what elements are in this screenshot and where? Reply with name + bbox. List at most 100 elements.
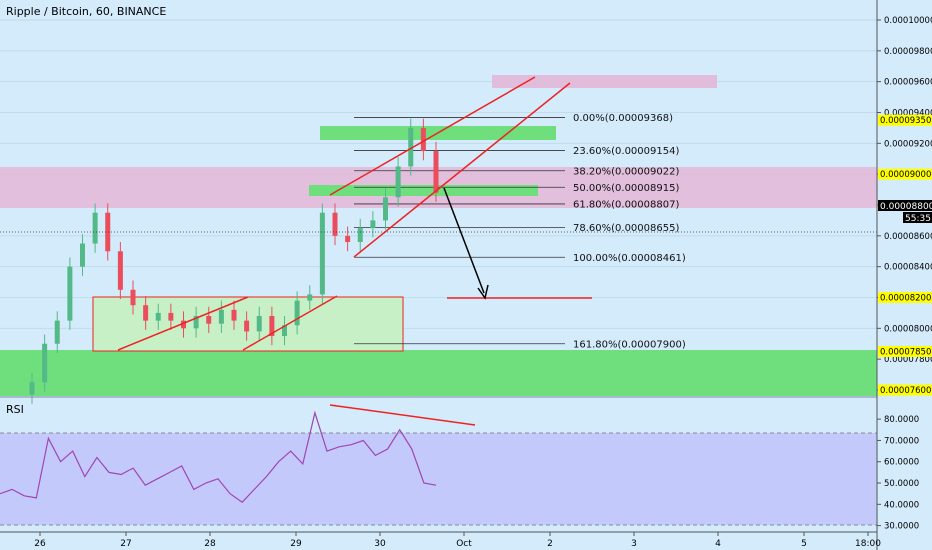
rsi-tick-label: 80.0000 [884, 415, 919, 425]
x-tick-label: 18:00 [855, 539, 881, 549]
fib-level-label: 0.00%(0.00009368) [573, 113, 673, 124]
candle-body [420, 127, 426, 152]
fib-level-label: 161.80%(0.00007900) [573, 339, 686, 350]
fib-level-label: 100.00%(0.00008461) [573, 253, 686, 264]
x-tick-label: 5 [801, 539, 807, 549]
price-highlight-label: 0.00008200 [880, 294, 931, 304]
candle-body [92, 212, 98, 244]
rsi-tick-label: 50.0000 [884, 479, 919, 489]
candle-body [181, 320, 186, 329]
wedge-lower-line [353, 82, 571, 258]
candle-body [168, 312, 174, 321]
candle-body [206, 316, 212, 324]
candle-body [143, 305, 149, 321]
last-price-label: 0.00008800 [880, 202, 932, 212]
rsi-tick-label: 70.0000 [884, 436, 919, 446]
price-highlight-label: 0.00009000 [880, 170, 931, 180]
channel-line-right [242, 295, 338, 351]
candle-body [117, 251, 123, 290]
candle-body [395, 166, 401, 198]
wedge-upper-line [329, 76, 536, 196]
candle-body [433, 151, 439, 193]
candle-body [155, 312, 161, 321]
candle-body [345, 235, 351, 242]
candle-body [332, 212, 338, 236]
countdown-label: 55:35 [905, 214, 931, 224]
fib-level-label: 23.60%(0.00009154) [573, 146, 679, 157]
x-tick-label: 3 [631, 539, 637, 549]
candle-body [256, 316, 262, 332]
candle-body [80, 243, 85, 267]
candle-body [67, 266, 73, 321]
rsi-tick-label: 40.0000 [884, 500, 919, 510]
fib-level-label: 50.00%(0.00008915) [573, 183, 679, 194]
rsi-tick-label: 30.0000 [884, 522, 919, 532]
target-zone-top [492, 75, 717, 88]
x-tick-label: 29 [290, 539, 302, 549]
fib-level-label: 78.60%(0.00008655) [573, 223, 679, 234]
candle-body [383, 197, 388, 221]
candle-body [54, 320, 60, 344]
candle-body [193, 316, 199, 329]
chart-title: Ripple / Bitcoin, 60, BINANCE [6, 5, 167, 18]
price-pane[interactable]: 0.00%(0.00009368) 23.60%(0.00009154) 38.20… [0, 0, 877, 404]
candle-body [370, 220, 376, 229]
candle-body [282, 325, 287, 337]
rsi-title: RSI [6, 403, 24, 416]
candle-body [294, 300, 300, 326]
down-arrow-shaft [443, 187, 485, 294]
rsi-divergence-line [329, 404, 476, 426]
trend-drawings [117, 76, 592, 351]
price-highlight-label: 0.00007850 [880, 347, 931, 357]
x-tick-label: 26 [34, 539, 46, 549]
candle-body [105, 212, 111, 252]
y-tick-label: 0.00009800 [884, 47, 932, 57]
rsi-pane[interactable] [0, 396, 877, 526]
grid-lines [0, 19, 877, 391]
rsi-band [0, 433, 877, 525]
candlestick-series [29, 118, 439, 404]
y-tick-label: 0.00009400 [884, 109, 932, 119]
y-tick-label: 0.00010000 [884, 16, 932, 26]
x-tick-label: Oct [456, 539, 472, 549]
candle-body [408, 127, 414, 167]
x-tick-label: 30 [374, 539, 386, 549]
fib-level-label: 38.20%(0.00009022) [573, 166, 679, 177]
time-axis[interactable]: 26 27 28 29 30 Oct 2 3 4 5 18:00 [34, 532, 881, 549]
x-tick-label: 27 [120, 539, 131, 549]
price-highlight-labels: 0.00009350 0.00009000 0.00008200 0.00007850… [878, 114, 932, 396]
x-tick-label: 2 [547, 539, 553, 549]
support-zone [0, 350, 877, 396]
price-highlight-label: 0.00007600 [880, 386, 931, 396]
down-arrow-icon [477, 284, 489, 300]
price-highlight-label: 0.00009350 [880, 116, 931, 126]
candle-body [357, 228, 363, 242]
channel-line-left [117, 296, 249, 351]
fib-level-label: 61.80%(0.00008807) [573, 199, 679, 210]
price-highlight-box [878, 168, 932, 180]
last-price-badge: 0.00008800 55:35 [878, 200, 932, 224]
rsi-tick-label: 60.0000 [884, 458, 919, 468]
y-tick-label: 0.00008400 [884, 263, 932, 273]
price-highlight-box [878, 384, 932, 396]
y-tick-label: 0.00009200 [884, 139, 932, 149]
candle-body [244, 320, 250, 332]
price-highlight-box [878, 114, 932, 126]
candle-body [42, 343, 48, 383]
rsi-line [0, 410, 437, 503]
x-tick-label: 4 [715, 539, 721, 549]
price-highlight-box [878, 292, 932, 303]
candle-body [218, 309, 224, 324]
y-tick-label: 0.00008600 [884, 232, 932, 242]
y-tick-label: 0.00007800 [884, 355, 932, 365]
rsi-axis[interactable]: 80.0000 70.0000 60.0000 50.0000 40.0000 30.00… [877, 415, 919, 532]
y-tick-label: 0.00008000 [884, 324, 932, 334]
candle-body [319, 212, 325, 295]
fibonacci-retracement: 0.00%(0.00009368) 23.60%(0.00009154) 38.20… [354, 113, 686, 350]
candle-body [231, 309, 237, 321]
y-tick-label: 0.00009600 [884, 78, 932, 88]
candle-body [307, 294, 313, 301]
candle-body [269, 316, 275, 337]
